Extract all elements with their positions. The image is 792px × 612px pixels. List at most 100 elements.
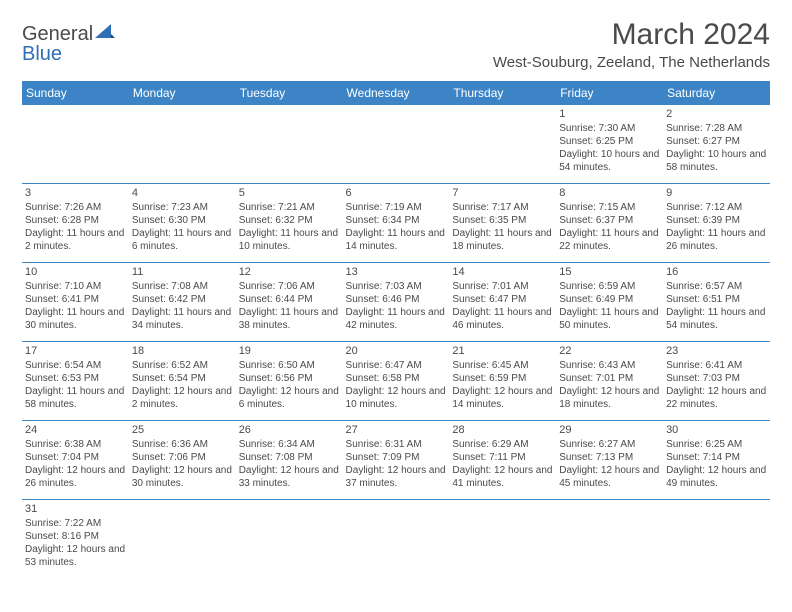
daylight-text: Daylight: 12 hours and 10 minutes. bbox=[346, 385, 447, 411]
day-number: 17 bbox=[25, 344, 126, 358]
sunrise-text: Sunrise: 6:31 AM bbox=[346, 438, 447, 451]
sunrise-text: Sunrise: 6:41 AM bbox=[666, 359, 767, 372]
day-number: 14 bbox=[452, 265, 553, 279]
sunset-text: Sunset: 6:39 PM bbox=[666, 214, 767, 227]
sunset-text: Sunset: 7:04 PM bbox=[25, 451, 126, 464]
weekday-header: Sunday bbox=[22, 81, 129, 105]
calendar-cell: 29Sunrise: 6:27 AMSunset: 7:13 PMDayligh… bbox=[556, 421, 663, 500]
calendar-cell: 16Sunrise: 6:57 AMSunset: 6:51 PMDayligh… bbox=[663, 263, 770, 342]
daylight-text: Daylight: 12 hours and 53 minutes. bbox=[25, 543, 126, 569]
calendar-cell: 23Sunrise: 6:41 AMSunset: 7:03 PMDayligh… bbox=[663, 342, 770, 421]
calendar-cell: 5Sunrise: 7:21 AMSunset: 6:32 PMDaylight… bbox=[236, 184, 343, 263]
sunset-text: Sunset: 7:06 PM bbox=[132, 451, 233, 464]
daylight-text: Daylight: 10 hours and 58 minutes. bbox=[666, 148, 767, 174]
sunrise-text: Sunrise: 7:15 AM bbox=[559, 201, 660, 214]
calendar-cell: 15Sunrise: 6:59 AMSunset: 6:49 PMDayligh… bbox=[556, 263, 663, 342]
sunrise-text: Sunrise: 7:30 AM bbox=[559, 122, 660, 135]
daylight-text: Daylight: 11 hours and 10 minutes. bbox=[239, 227, 340, 253]
calendar-cell: 8Sunrise: 7:15 AMSunset: 6:37 PMDaylight… bbox=[556, 184, 663, 263]
day-number: 30 bbox=[666, 423, 767, 437]
weekday-header: Saturday bbox=[663, 81, 770, 105]
calendar-cell: 31Sunrise: 7:22 AMSunset: 8:16 PMDayligh… bbox=[22, 500, 129, 579]
sunrise-text: Sunrise: 6:38 AM bbox=[25, 438, 126, 451]
daylight-text: Daylight: 11 hours and 42 minutes. bbox=[346, 306, 447, 332]
sunset-text: Sunset: 7:08 PM bbox=[239, 451, 340, 464]
calendar-cell-empty bbox=[129, 500, 236, 579]
sunset-text: Sunset: 7:14 PM bbox=[666, 451, 767, 464]
sunrise-text: Sunrise: 6:47 AM bbox=[346, 359, 447, 372]
daylight-text: Daylight: 11 hours and 38 minutes. bbox=[239, 306, 340, 332]
calendar-cell: 12Sunrise: 7:06 AMSunset: 6:44 PMDayligh… bbox=[236, 263, 343, 342]
daylight-text: Daylight: 11 hours and 46 minutes. bbox=[452, 306, 553, 332]
header: General Blue March 2024 West-Souburg, Ze… bbox=[22, 18, 770, 75]
calendar-cell: 14Sunrise: 7:01 AMSunset: 6:47 PMDayligh… bbox=[449, 263, 556, 342]
calendar-cell: 21Sunrise: 6:45 AMSunset: 6:59 PMDayligh… bbox=[449, 342, 556, 421]
day-number: 18 bbox=[132, 344, 233, 358]
day-number: 13 bbox=[346, 265, 447, 279]
sunset-text: Sunset: 6:32 PM bbox=[239, 214, 340, 227]
calendar-cell: 1Sunrise: 7:30 AMSunset: 6:25 PMDaylight… bbox=[556, 105, 663, 184]
daylight-text: Daylight: 12 hours and 37 minutes. bbox=[346, 464, 447, 490]
weekday-header-row: SundayMondayTuesdayWednesdayThursdayFrid… bbox=[22, 81, 770, 105]
sunset-text: Sunset: 6:59 PM bbox=[452, 372, 553, 385]
calendar-cell: 13Sunrise: 7:03 AMSunset: 6:46 PMDayligh… bbox=[343, 263, 450, 342]
day-number: 27 bbox=[346, 423, 447, 437]
daylight-text: Daylight: 11 hours and 26 minutes. bbox=[666, 227, 767, 253]
daylight-text: Daylight: 10 hours and 54 minutes. bbox=[559, 148, 660, 174]
calendar-cell: 26Sunrise: 6:34 AMSunset: 7:08 PMDayligh… bbox=[236, 421, 343, 500]
calendar-cell: 4Sunrise: 7:23 AMSunset: 6:30 PMDaylight… bbox=[129, 184, 236, 263]
day-number: 15 bbox=[559, 265, 660, 279]
sunrise-text: Sunrise: 6:59 AM bbox=[559, 280, 660, 293]
calendar-row: 1Sunrise: 7:30 AMSunset: 6:25 PMDaylight… bbox=[22, 105, 770, 184]
sunset-text: Sunset: 6:25 PM bbox=[559, 135, 660, 148]
weekday-header: Monday bbox=[129, 81, 236, 105]
daylight-text: Daylight: 12 hours and 45 minutes. bbox=[559, 464, 660, 490]
daylight-text: Daylight: 12 hours and 33 minutes. bbox=[239, 464, 340, 490]
day-number: 26 bbox=[239, 423, 340, 437]
calendar-cell-empty bbox=[663, 500, 770, 579]
calendar-row: 3Sunrise: 7:26 AMSunset: 6:28 PMDaylight… bbox=[22, 184, 770, 263]
sunset-text: Sunset: 6:35 PM bbox=[452, 214, 553, 227]
daylight-text: Daylight: 12 hours and 22 minutes. bbox=[666, 385, 767, 411]
calendar-table: SundayMondayTuesdayWednesdayThursdayFrid… bbox=[22, 81, 770, 578]
day-number: 22 bbox=[559, 344, 660, 358]
calendar-cell-empty bbox=[129, 105, 236, 184]
sunrise-text: Sunrise: 6:54 AM bbox=[25, 359, 126, 372]
daylight-text: Daylight: 11 hours and 58 minutes. bbox=[25, 385, 126, 411]
calendar-cell: 9Sunrise: 7:12 AMSunset: 6:39 PMDaylight… bbox=[663, 184, 770, 263]
logo-blue: Blue bbox=[22, 43, 62, 65]
day-number: 5 bbox=[239, 186, 340, 200]
sunrise-text: Sunrise: 6:27 AM bbox=[559, 438, 660, 451]
calendar-cell-empty bbox=[236, 105, 343, 184]
sunset-text: Sunset: 6:27 PM bbox=[666, 135, 767, 148]
weekday-header: Thursday bbox=[449, 81, 556, 105]
daylight-text: Daylight: 12 hours and 30 minutes. bbox=[132, 464, 233, 490]
sunrise-text: Sunrise: 6:50 AM bbox=[239, 359, 340, 372]
day-number: 29 bbox=[559, 423, 660, 437]
day-number: 16 bbox=[666, 265, 767, 279]
calendar-cell-empty bbox=[449, 105, 556, 184]
daylight-text: Daylight: 12 hours and 2 minutes. bbox=[132, 385, 233, 411]
sunrise-text: Sunrise: 6:25 AM bbox=[666, 438, 767, 451]
day-number: 12 bbox=[239, 265, 340, 279]
sunrise-text: Sunrise: 7:03 AM bbox=[346, 280, 447, 293]
calendar-cell: 18Sunrise: 6:52 AMSunset: 6:54 PMDayligh… bbox=[129, 342, 236, 421]
daylight-text: Daylight: 12 hours and 14 minutes. bbox=[452, 385, 553, 411]
calendar-cell: 20Sunrise: 6:47 AMSunset: 6:58 PMDayligh… bbox=[343, 342, 450, 421]
weekday-header: Wednesday bbox=[343, 81, 450, 105]
sunrise-text: Sunrise: 7:08 AM bbox=[132, 280, 233, 293]
sunset-text: Sunset: 7:03 PM bbox=[666, 372, 767, 385]
sunrise-text: Sunrise: 7:06 AM bbox=[239, 280, 340, 293]
calendar-cell: 30Sunrise: 6:25 AMSunset: 7:14 PMDayligh… bbox=[663, 421, 770, 500]
daylight-text: Daylight: 12 hours and 18 minutes. bbox=[559, 385, 660, 411]
day-number: 1 bbox=[559, 107, 660, 121]
logo-general: General bbox=[22, 23, 93, 45]
title-block: March 2024 West-Souburg, Zeeland, The Ne… bbox=[493, 18, 770, 75]
day-number: 25 bbox=[132, 423, 233, 437]
sunset-text: Sunset: 6:51 PM bbox=[666, 293, 767, 306]
sunset-text: Sunset: 6:47 PM bbox=[452, 293, 553, 306]
sunrise-text: Sunrise: 6:45 AM bbox=[452, 359, 553, 372]
calendar-row: 17Sunrise: 6:54 AMSunset: 6:53 PMDayligh… bbox=[22, 342, 770, 421]
sunrise-text: Sunrise: 6:34 AM bbox=[239, 438, 340, 451]
day-number: 2 bbox=[666, 107, 767, 121]
